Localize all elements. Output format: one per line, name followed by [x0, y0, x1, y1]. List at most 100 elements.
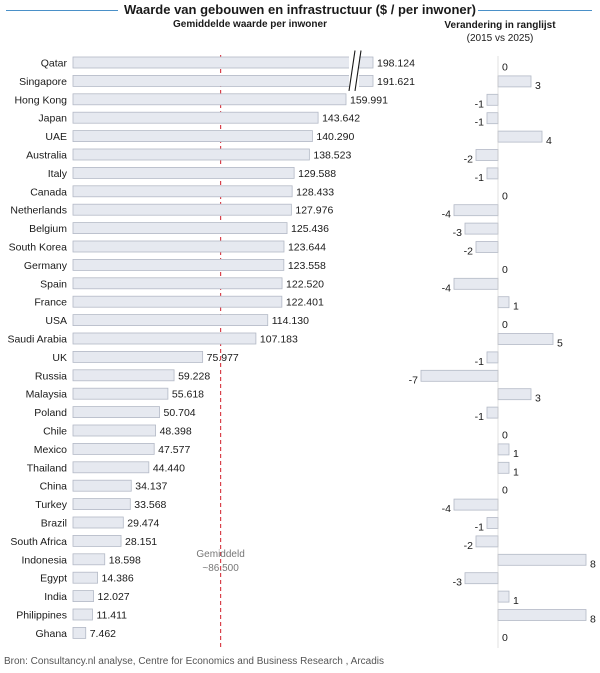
value-bar-chile — [72, 424, 156, 437]
rank-change-label-usa: 0 — [502, 319, 508, 331]
country-label-saudi-arabia: Saudi Arabia — [7, 334, 67, 346]
value-label-netherlands: 127.976 — [295, 205, 333, 217]
country-label-japan: Japan — [38, 113, 67, 125]
rank-change-label-south-korea: -2 — [464, 246, 473, 258]
value-label-belgium: 125.436 — [291, 223, 329, 235]
country-label-ghana: Ghana — [35, 628, 67, 640]
value-label-usa: 114.130 — [272, 315, 309, 327]
right-chart-subtitle-period: (2015 vs 2025) — [466, 33, 534, 44]
rank-change-bar-malaysia — [497, 388, 532, 401]
value-label-poland: 50.704 — [164, 407, 196, 419]
rank-change-label-philippines: 8 — [590, 614, 596, 626]
country-label-malaysia: Malaysia — [26, 389, 68, 401]
value-bar-russia — [72, 369, 175, 382]
rank-change-label-japan: -1 — [475, 117, 484, 129]
value-bar-belgium — [72, 222, 288, 235]
value-bar-egypt — [72, 571, 98, 584]
rank-change-bar-australia — [475, 149, 499, 161]
rank-change-bar-netherlands — [453, 204, 499, 217]
value-bar-australia — [72, 148, 310, 161]
value-label-egypt: 14.386 — [102, 573, 134, 585]
value-label-qatar: 198.124 — [377, 58, 415, 70]
rank-change-bar-egypt — [464, 572, 499, 585]
rank-change-label-saudi-arabia: 5 — [557, 338, 563, 350]
rank-change-label-chile: 0 — [502, 430, 508, 442]
rank-change-label-uk: -1 — [475, 356, 484, 368]
rank-change-bar-south-korea — [475, 241, 499, 253]
value-bar-uae — [72, 130, 313, 143]
value-label-chile: 48.398 — [160, 426, 192, 438]
country-label-singapore: Singapore — [19, 76, 67, 88]
rank-change-label-italy: -1 — [475, 172, 484, 184]
rank-change-bar-belgium — [464, 222, 499, 235]
rank-change-label-australia: -2 — [464, 154, 473, 166]
value-bar-mexico — [72, 442, 155, 455]
country-label-south-korea: South Korea — [9, 242, 68, 254]
value-label-uk: 75.977 — [207, 352, 239, 364]
country-label-brazil: Brazil — [41, 518, 67, 530]
value-bar-germany — [72, 258, 285, 271]
rank-change-bar-uae — [497, 130, 543, 143]
rank-change-bar-singapore — [497, 75, 532, 88]
value-bar-poland — [72, 406, 160, 419]
value-bar-spain — [72, 277, 283, 290]
value-label-china: 34.137 — [135, 481, 167, 493]
value-bar-france — [72, 295, 283, 308]
rank-change-bar-france — [497, 296, 510, 309]
country-label-uk: UK — [52, 352, 67, 364]
rank-change-label-belgium: -3 — [453, 227, 462, 239]
average-label: Gemiddeld — [196, 549, 244, 560]
rank-change-label-hong-kong: -1 — [475, 98, 484, 110]
country-label-canada: Canada — [30, 186, 67, 198]
rank-change-bar-mexico — [497, 443, 510, 456]
value-bar-thailand — [72, 461, 150, 474]
rank-change-bar-spain — [453, 277, 499, 290]
rank-change-label-poland: -1 — [475, 411, 484, 423]
country-label-poland: Poland — [34, 407, 67, 419]
value-label-malaysia: 55.618 — [172, 389, 204, 401]
axis-break-gap — [349, 53, 359, 90]
rank-change-bar-saudi-arabia — [497, 333, 554, 345]
rank-change-bar-hong-kong — [486, 93, 499, 106]
rank-change-bar-russia — [420, 369, 499, 382]
rank-change-bar-brazil — [486, 517, 499, 529]
rank-change-bar-turkey — [453, 498, 499, 511]
rank-change-label-turkey: -4 — [442, 503, 451, 515]
value-label-thailand: 44.440 — [153, 462, 185, 474]
country-label-netherlands: Netherlands — [10, 205, 67, 217]
value-label-australia: 138.523 — [313, 150, 351, 162]
country-label-spain: Spain — [40, 278, 67, 290]
right-chart-subtitle: Verandering in ranglijst (2015 vs 2025) — [430, 19, 570, 45]
value-label-turkey: 33.568 — [134, 499, 166, 511]
rank-change-bar-indonesia — [497, 553, 587, 566]
value-label-france: 122.401 — [286, 297, 324, 309]
value-bar-south-korea — [72, 240, 285, 253]
value-label-mexico: 47.577 — [158, 444, 190, 456]
axis-break-mark-1 — [348, 50, 356, 91]
value-bar-indonesia — [72, 553, 106, 566]
rank-change-bar-italy — [486, 167, 499, 180]
value-label-south-korea: 123.644 — [288, 242, 326, 254]
value-label-brazil: 29.474 — [127, 518, 159, 530]
rank-change-label-canada: 0 — [502, 190, 508, 202]
chart-title: Waarde van gebouwen en infrastructuur ($… — [123, 2, 476, 17]
rank-change-label-ghana: 0 — [502, 632, 508, 644]
value-bar-philippines — [72, 608, 93, 621]
value-label-canada: 128.433 — [296, 186, 334, 198]
title-rule-right — [478, 10, 592, 11]
country-label-italy: Italy — [48, 168, 68, 180]
country-label-belgium: Belgium — [29, 223, 67, 235]
value-label-spain: 122.520 — [286, 278, 324, 290]
value-label-ghana: 7.462 — [90, 628, 116, 640]
value-bar-hong-kong — [72, 93, 347, 106]
value-label-south-africa: 28.151 — [125, 536, 157, 548]
axis-break-mark-2 — [354, 50, 362, 91]
value-label-singapore: 191.621 — [377, 76, 415, 88]
value-label-germany: 123.558 — [288, 260, 326, 272]
right-chart-subtitle-main: Verandering in ranglijst — [444, 20, 556, 31]
value-bar-uk — [72, 350, 204, 363]
value-label-uae: 140.290 — [316, 131, 354, 143]
value-bar-canada — [72, 185, 293, 198]
rank-change-label-germany: 0 — [502, 264, 508, 276]
